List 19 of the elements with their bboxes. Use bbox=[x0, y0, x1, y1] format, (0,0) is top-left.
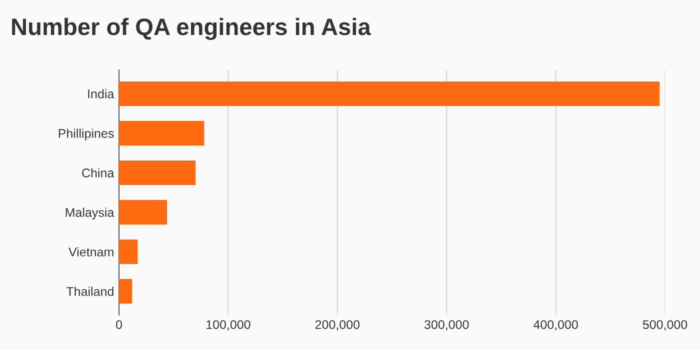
x-tick-label: 200,000 bbox=[315, 320, 360, 331]
bar bbox=[119, 200, 168, 225]
bar bbox=[119, 160, 196, 185]
x-tick-label: 300,000 bbox=[424, 320, 469, 331]
y-tick-label: Malaysia bbox=[66, 208, 114, 220]
bar bbox=[119, 81, 660, 106]
y-tick-label: India bbox=[88, 89, 114, 98]
y-tick-label: China bbox=[82, 168, 114, 178]
x-tick-label: 100,000 bbox=[206, 320, 250, 331]
bar bbox=[119, 120, 204, 146]
bar bbox=[119, 279, 132, 304]
x-tick-label: 400,000 bbox=[533, 320, 578, 331]
chart-title: Number of QA engineers in Asia bbox=[12, 18, 371, 40]
y-tick-label: Phillipines bbox=[58, 128, 114, 140]
y-tick-label: Thailand bbox=[66, 286, 114, 296]
y-tick-label: Vietnam bbox=[68, 247, 114, 256]
bar bbox=[119, 240, 138, 264]
x-tick-label: 500,000 bbox=[642, 320, 688, 331]
x-tick-label: 0 bbox=[116, 320, 122, 330]
